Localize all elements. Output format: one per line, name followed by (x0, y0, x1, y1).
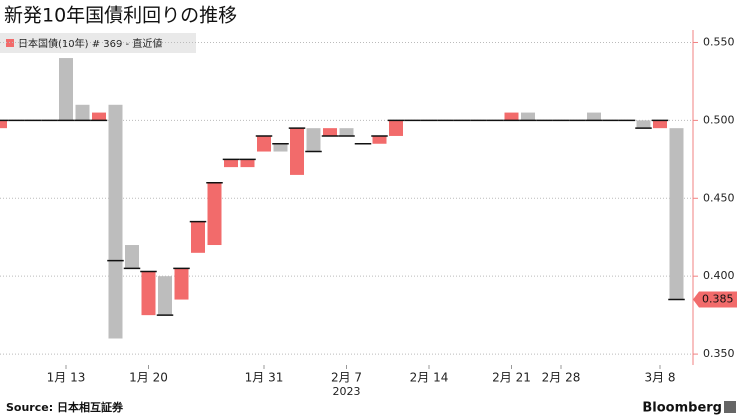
bar (372, 135, 387, 144)
bar (273, 143, 288, 152)
bar (141, 271, 156, 316)
legend-swatch (6, 39, 14, 47)
x-tick-label: 3月 8 (644, 371, 675, 385)
x-tick-label: 2月 7 (331, 371, 362, 385)
bar (587, 112, 601, 121)
current-tag (693, 291, 737, 308)
bar (108, 104, 123, 339)
x-tick-label: 2月 14 (410, 371, 449, 385)
bar (290, 128, 304, 175)
bar (224, 159, 238, 168)
current-label: 0.385 (702, 293, 734, 306)
bar (504, 112, 519, 121)
x-tick-label: 2月 21 (492, 371, 531, 385)
year-label: 2023 (333, 385, 361, 398)
bar (92, 112, 106, 121)
bar (207, 182, 222, 246)
bar (0, 120, 7, 129)
bar (75, 104, 90, 121)
bar (521, 112, 535, 121)
bar (306, 128, 321, 152)
bar (59, 58, 73, 121)
bar (174, 268, 189, 300)
y-tick-label: 0.450 (703, 191, 735, 204)
legend-label: 日本国債(10年) # 369 - 直近値 (18, 37, 162, 50)
bar (669, 128, 684, 300)
x-tick-label: 1月 13 (47, 371, 86, 385)
bar (257, 135, 271, 152)
bar (389, 120, 403, 136)
legend-box (0, 33, 196, 53)
source: Source: 日本相互証券 (6, 400, 124, 414)
brand-icon (724, 401, 736, 413)
bar (240, 159, 255, 168)
y-tick-label: 0.400 (703, 269, 735, 282)
x-tick-label: 2月 28 (542, 371, 581, 385)
bar (191, 221, 205, 253)
bar (653, 120, 667, 129)
bar (636, 120, 651, 129)
y-tick-label: 0.500 (703, 113, 735, 126)
x-tick-label: 1月 20 (129, 371, 168, 385)
y-tick-label: 0.350 (703, 347, 735, 360)
bar (158, 276, 172, 316)
bar (125, 245, 139, 269)
x-tick-label: 1月 31 (245, 371, 284, 385)
y-tick-label: 0.550 (703, 35, 735, 48)
chart-title: 新発10年国債利回りの推移 (4, 5, 237, 27)
brand: Bloomberg (642, 401, 722, 416)
bar (323, 128, 337, 136)
bar (339, 128, 354, 136)
